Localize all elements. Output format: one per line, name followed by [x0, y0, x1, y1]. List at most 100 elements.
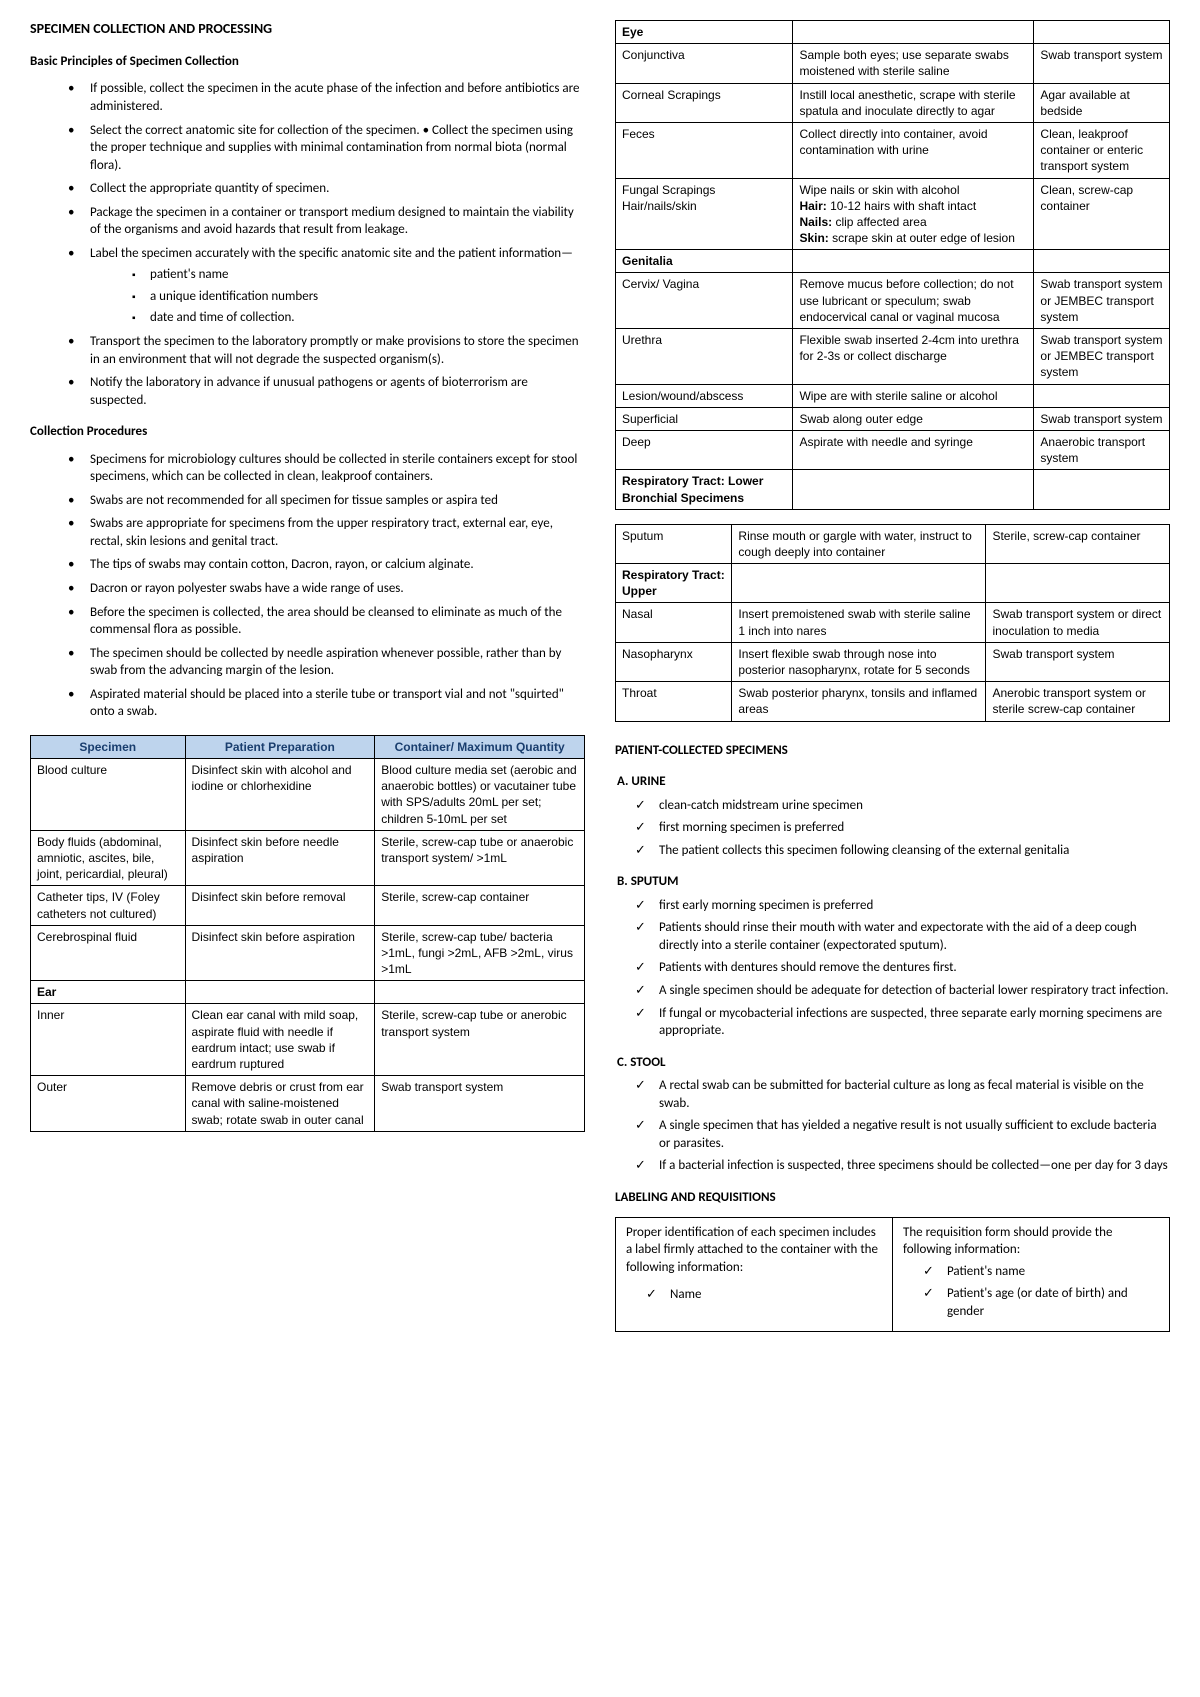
- list-item: Patients with dentures should remove the…: [635, 959, 1170, 977]
- table-cell: Sterile, screw-cap tube or anerobic tran…: [375, 1004, 585, 1076]
- urine-list: clean-catch midstream urine specimen fir…: [615, 797, 1170, 860]
- table-cell: Deep: [616, 430, 793, 469]
- table-row: Corneal ScrapingsInstill local anestheti…: [616, 83, 1170, 122]
- table-cell: Rinse mouth or gargle with water, instru…: [732, 524, 986, 563]
- stool-list: A rectal swab can be submitted for bacte…: [615, 1077, 1170, 1175]
- table-row: Blood cultureDisinfect skin with alcohol…: [31, 759, 585, 831]
- list-item: Patient's age (or date of birth) and gen…: [923, 1285, 1159, 1320]
- table-cell: Wipe nails or skin with alcoholHair: 10-…: [793, 178, 1034, 250]
- table-cell: [1034, 470, 1170, 509]
- table-cell: Remove mucus before collection; do not u…: [793, 273, 1034, 329]
- table-cell: Swab transport system: [1034, 44, 1170, 83]
- table-row: Genitalia: [616, 250, 1170, 273]
- table-cell: Swab transport system or JEMBEC transpor…: [1034, 329, 1170, 385]
- table-row: NasalInsert premoistened swab with steri…: [616, 603, 1170, 642]
- labeling-heading: LABELING AND REQUISITIONS: [615, 1189, 1170, 1207]
- table-cell: Insert premoistened swab with sterile sa…: [732, 603, 986, 642]
- table-header: Container/ Maximum Quantity: [375, 735, 585, 758]
- table-row: NasopharynxInsert flexible swab through …: [616, 642, 1170, 681]
- list-item: Transport the specimen to the laboratory…: [68, 333, 585, 368]
- table-cell: [793, 470, 1034, 509]
- table-cell: Blood culture: [31, 759, 186, 831]
- table-row: InnerClean ear canal with mild soap, asp…: [31, 1004, 585, 1076]
- table-cell: Clean ear canal with mild soap, aspirate…: [185, 1004, 375, 1076]
- table-cell: Swab transport system: [1034, 407, 1170, 430]
- table-row: SuperficialSwab along outer edgeSwab tra…: [616, 407, 1170, 430]
- table-cell: [793, 250, 1034, 273]
- sub-list: patient's name a unique identification n…: [90, 266, 585, 327]
- collection-procedures-heading: Collection Procedures: [30, 423, 585, 441]
- labeling-right-cell: The requisition form should provide the …: [893, 1217, 1170, 1332]
- table-cell: Blood culture media set (aerobic and ana…: [375, 759, 585, 831]
- list-item: Aspirated material should be placed into…: [68, 686, 585, 721]
- table-cell: Throat: [616, 682, 732, 721]
- list-item: a unique identification numbers: [132, 288, 585, 306]
- table-cell: Sample both eyes; use separate swabs moi…: [793, 44, 1034, 83]
- table-cell: [185, 981, 375, 1004]
- table-cell: Collect directly into container, avoid c…: [793, 122, 1034, 178]
- list-item: first early morning specimen is preferre…: [635, 897, 1170, 915]
- collection-procedures-list: Specimens for microbiology cultures shou…: [30, 451, 585, 721]
- table-cell: Respiratory Tract: Lower Bronchial Speci…: [616, 470, 793, 509]
- list-item: Before the specimen is collected, the ar…: [68, 604, 585, 639]
- list-item: Label the specimen accurately with the s…: [68, 245, 585, 327]
- list-item: Select the correct anatomic site for col…: [68, 122, 585, 175]
- table-cell: Catheter tips, IV (Foley catheters not c…: [31, 886, 186, 925]
- table-cell: Flexible swab inserted 2-4cm into urethr…: [793, 329, 1034, 385]
- table-row: Ear: [31, 981, 585, 1004]
- list-item: Package the specimen in a container or t…: [68, 204, 585, 239]
- sputum-list: first early morning specimen is preferre…: [615, 897, 1170, 1040]
- table-row: ThroatSwab posterior pharynx, tonsils an…: [616, 682, 1170, 721]
- table-cell: Aspirate with needle and syringe: [793, 430, 1034, 469]
- table-cell: Sputum: [616, 524, 732, 563]
- table-cell: Disinfect skin before removal: [185, 886, 375, 925]
- table-cell: Sterile, screw-cap container: [375, 886, 585, 925]
- table-row: Cervix/ VaginaRemove mucus before collec…: [616, 273, 1170, 329]
- table-cell: [1034, 21, 1170, 44]
- table-cell: [986, 564, 1170, 603]
- table-cell: Disinfect skin before needle aspiration: [185, 830, 375, 886]
- patient-collected-heading: PATIENT-COLLECTED SPECIMENS: [615, 742, 1170, 760]
- list-item: A rectal swab can be submitted for bacte…: [635, 1077, 1170, 1112]
- table-cell: Swab transport system or direct inoculat…: [986, 603, 1170, 642]
- list-item: Swabs are appropriate for specimens from…: [68, 515, 585, 550]
- table-row: Respiratory Tract: Upper: [616, 564, 1170, 603]
- table-cell: Respiratory Tract: Upper: [616, 564, 732, 603]
- table-cell: Disinfect skin with alcohol and iodine o…: [185, 759, 375, 831]
- list-item: Notify the laboratory in advance if unus…: [68, 374, 585, 409]
- table-row: Eye: [616, 21, 1170, 44]
- table-cell: Body fluids (abdominal, amniotic, ascite…: [31, 830, 186, 886]
- list-item: patient's name: [132, 266, 585, 284]
- list-item: If possible, collect the specimen in the…: [68, 80, 585, 115]
- table-cell: Corneal Scrapings: [616, 83, 793, 122]
- table-row: Catheter tips, IV (Foley catheters not c…: [31, 886, 585, 925]
- labeling-left-text: Proper identification of each specimen i…: [626, 1224, 882, 1277]
- table-cell: Anerobic transport system or sterile scr…: [986, 682, 1170, 721]
- table-row: ConjunctivaSample both eyes; use separat…: [616, 44, 1170, 83]
- table-header: Specimen: [31, 735, 186, 758]
- list-item: Dacron or rayon polyester swabs have a w…: [68, 580, 585, 598]
- table-cell: Swab posterior pharynx, tonsils and infl…: [732, 682, 986, 721]
- table-cell: [1034, 384, 1170, 407]
- table-cell: Nasal: [616, 603, 732, 642]
- table-cell: Ear: [31, 981, 186, 1004]
- table-cell: Lesion/wound/abscess: [616, 384, 793, 407]
- labeling-left-cell: Proper identification of each specimen i…: [616, 1217, 893, 1332]
- specimen-table-1: Specimen Patient Preparation Container/ …: [30, 735, 585, 1132]
- specimen-table-2: EyeConjunctivaSample both eyes; use sepa…: [615, 20, 1170, 510]
- table-cell: Swab along outer edge: [793, 407, 1034, 430]
- table-row: FecesCollect directly into container, av…: [616, 122, 1170, 178]
- list-item: Name: [646, 1286, 882, 1304]
- table-cell: Swab transport system: [375, 1076, 585, 1132]
- table-cell: Insert flexible swab through nose into p…: [732, 642, 986, 681]
- table-header: Patient Preparation: [185, 735, 375, 758]
- table-cell: Instill local anesthetic, scrape with st…: [793, 83, 1034, 122]
- list-item: The patient collects this specimen follo…: [635, 842, 1170, 860]
- sputum-heading: B. SPUTUM: [615, 873, 1170, 891]
- table-cell: Cerebrospinal fluid: [31, 925, 186, 981]
- list-item: clean-catch midstream urine specimen: [635, 797, 1170, 815]
- table-cell: Anaerobic transport system: [1034, 430, 1170, 469]
- stool-heading: C. STOOL: [615, 1054, 1170, 1072]
- table-cell: Eye: [616, 21, 793, 44]
- list-item: The specimen should be collected by need…: [68, 645, 585, 680]
